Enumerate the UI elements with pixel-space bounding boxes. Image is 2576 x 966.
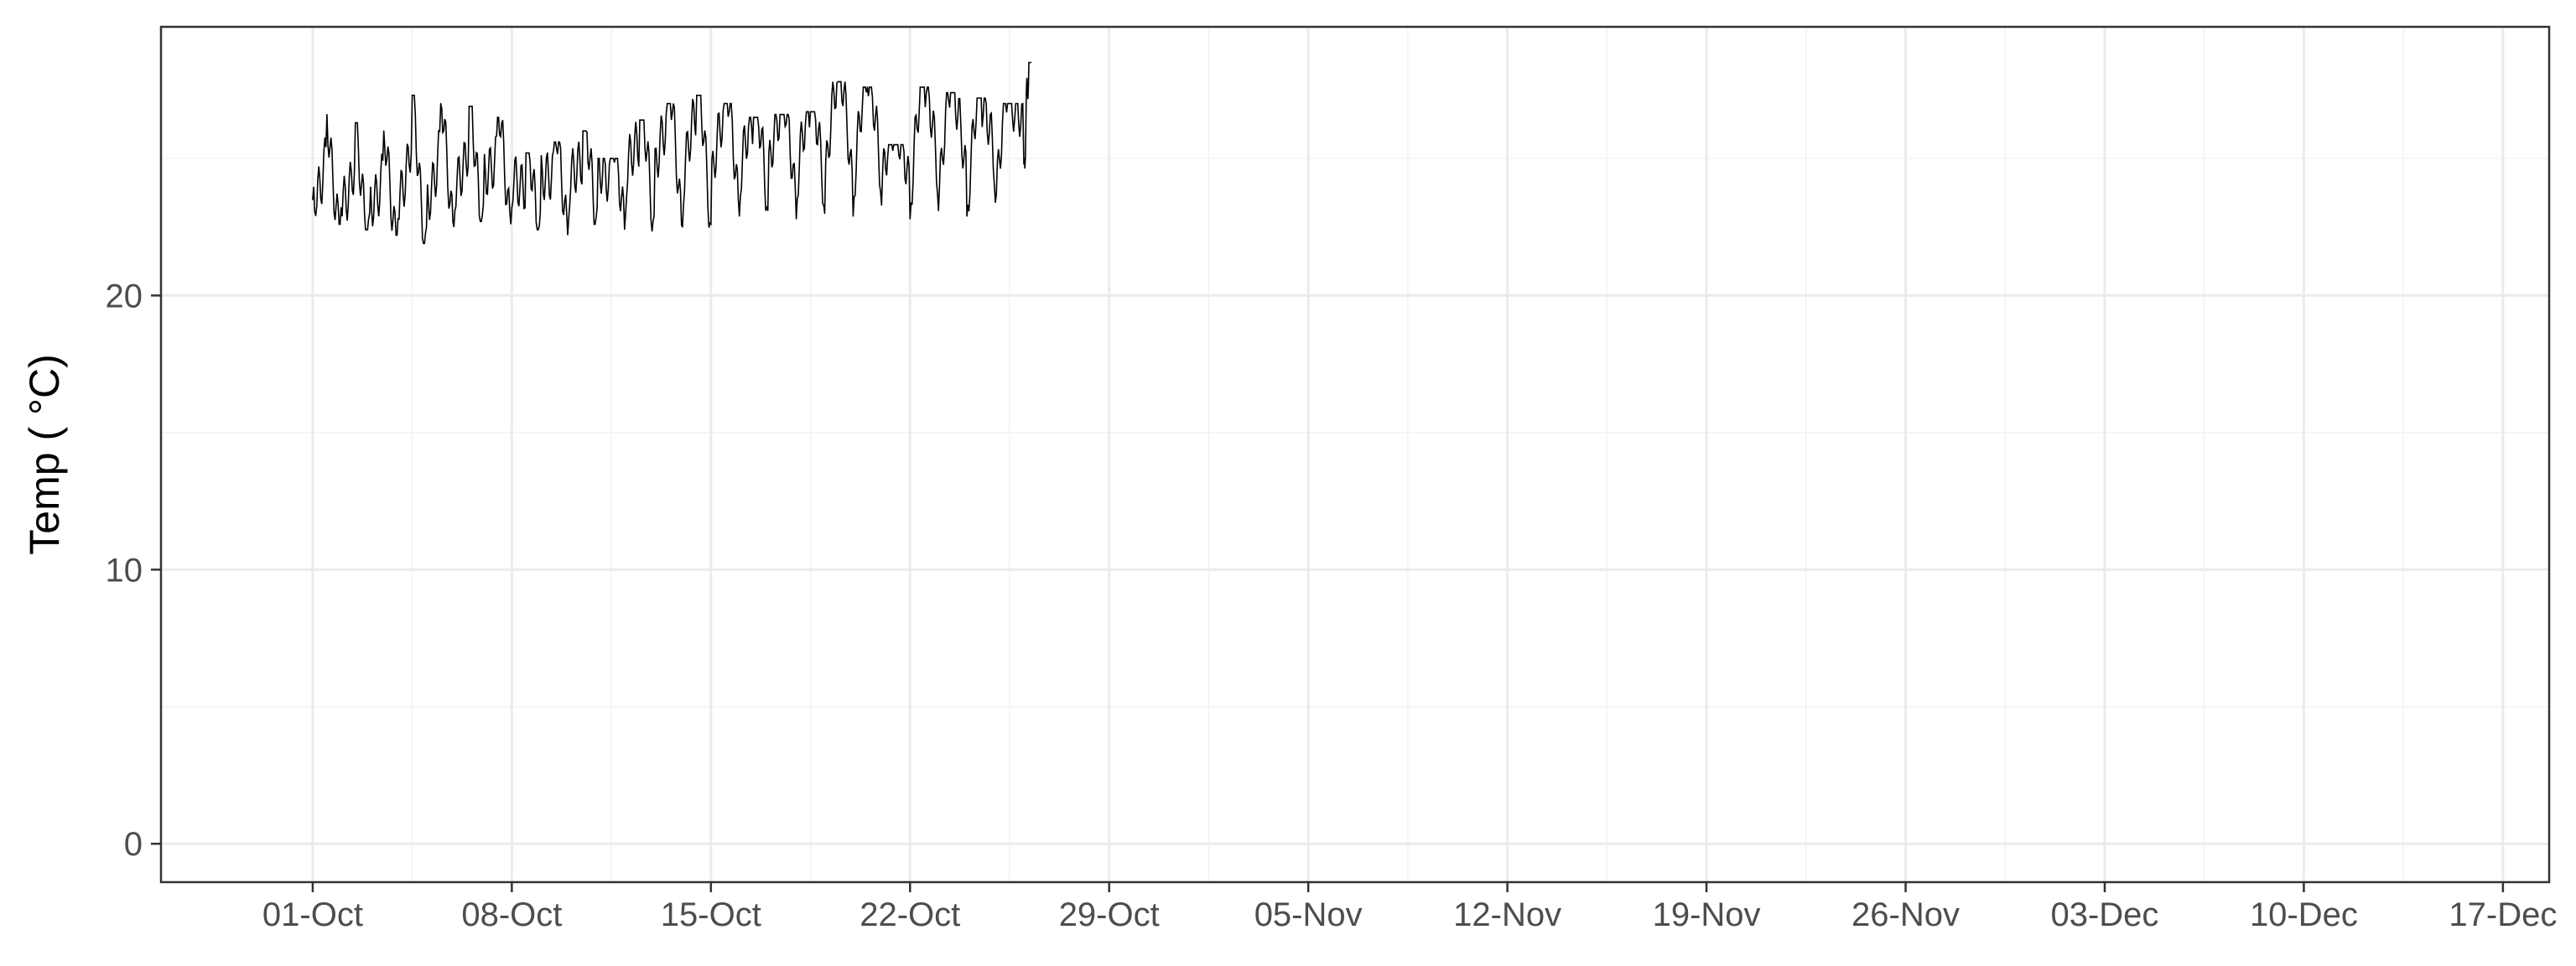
- series-point: [326, 113, 328, 116]
- series-point: [468, 106, 470, 107]
- series-point: [752, 117, 755, 118]
- series-point: [382, 130, 385, 132]
- series-layer: [312, 61, 1032, 245]
- series-point: [496, 117, 499, 118]
- x-tick-label: 15-Oct: [661, 896, 761, 933]
- series-point: [766, 210, 769, 211]
- series-point: [582, 130, 584, 132]
- series-point: [312, 199, 314, 200]
- series-point: [368, 212, 371, 215]
- y-tick-label: 20: [106, 278, 143, 314]
- series-point: [980, 97, 982, 99]
- series-point: [781, 113, 783, 116]
- minor-gridlines: [161, 27, 2549, 882]
- x-tick-label: 19-Nov: [1653, 896, 1761, 933]
- series-point: [724, 102, 726, 105]
- series-point: [639, 119, 641, 121]
- series-point: [610, 158, 612, 159]
- x-tick-label: 12-Nov: [1453, 896, 1561, 933]
- series-point: [340, 206, 342, 209]
- series-point: [425, 226, 428, 228]
- series-point: [411, 94, 413, 96]
- y-tick-label: 10: [106, 552, 143, 589]
- series-point: [838, 80, 840, 83]
- series-point: [895, 143, 897, 146]
- series-point: [354, 122, 356, 124]
- series-point: [710, 223, 712, 226]
- plot-panel: [161, 27, 2549, 882]
- major-gridlines: [161, 27, 2549, 882]
- series-point: [696, 94, 698, 96]
- x-tick-label: 22-Oct: [860, 896, 960, 933]
- series-point: [995, 201, 996, 204]
- x-tick-label: 10-Dec: [2250, 896, 2358, 933]
- series-point: [866, 86, 869, 88]
- x-axis: 01-Oct 08-Oct 15-Oct 22-Oct 29-Oct 05-Nov 12-N…: [262, 882, 2557, 933]
- series-point: [454, 210, 456, 211]
- plot-border: [159, 25, 2551, 884]
- series-point: [553, 141, 556, 143]
- series-point: [952, 91, 953, 94]
- x-tick-label: 01-Oct: [262, 896, 363, 933]
- series-point: [937, 210, 939, 211]
- series-point: [923, 86, 926, 88]
- series-point: [539, 212, 542, 215]
- x-tick-label: 08-Oct: [461, 896, 562, 933]
- series-point: [667, 102, 669, 105]
- series-point: [809, 111, 812, 113]
- series-point: [966, 215, 968, 217]
- x-tick-label: 29-Oct: [1059, 896, 1160, 933]
- series-point: [1009, 102, 1010, 105]
- series-point: [880, 204, 883, 206]
- x-tick-label: 17-Dec: [2449, 896, 2557, 933]
- x-tick-label: 26-Nov: [1852, 896, 1960, 933]
- series-point: [439, 102, 442, 105]
- x-tick-label: 05-Nov: [1254, 896, 1363, 933]
- series-point: [568, 218, 570, 220]
- series-point: [682, 226, 683, 228]
- series-line-0: [312, 61, 1031, 245]
- series-point: [625, 212, 626, 215]
- series-point: [738, 215, 740, 217]
- series-point: [525, 152, 527, 154]
- series-point: [653, 215, 655, 217]
- y-axis-title: Temp ( °C): [21, 354, 68, 554]
- y-tick-label: 0: [124, 826, 143, 863]
- series-point: [823, 212, 826, 215]
- series-point: [482, 204, 485, 206]
- x-tick-label: 03-Dec: [2050, 896, 2158, 933]
- series-point: [397, 218, 399, 220]
- series-point: [909, 218, 911, 220]
- series-point: [1023, 163, 1025, 165]
- series-point: [511, 206, 513, 209]
- series-point: [795, 218, 797, 220]
- series-point: [596, 206, 598, 209]
- series-point: [1030, 61, 1032, 64]
- y-axis: 0 10 20: [106, 278, 161, 863]
- series-point: [852, 215, 854, 217]
